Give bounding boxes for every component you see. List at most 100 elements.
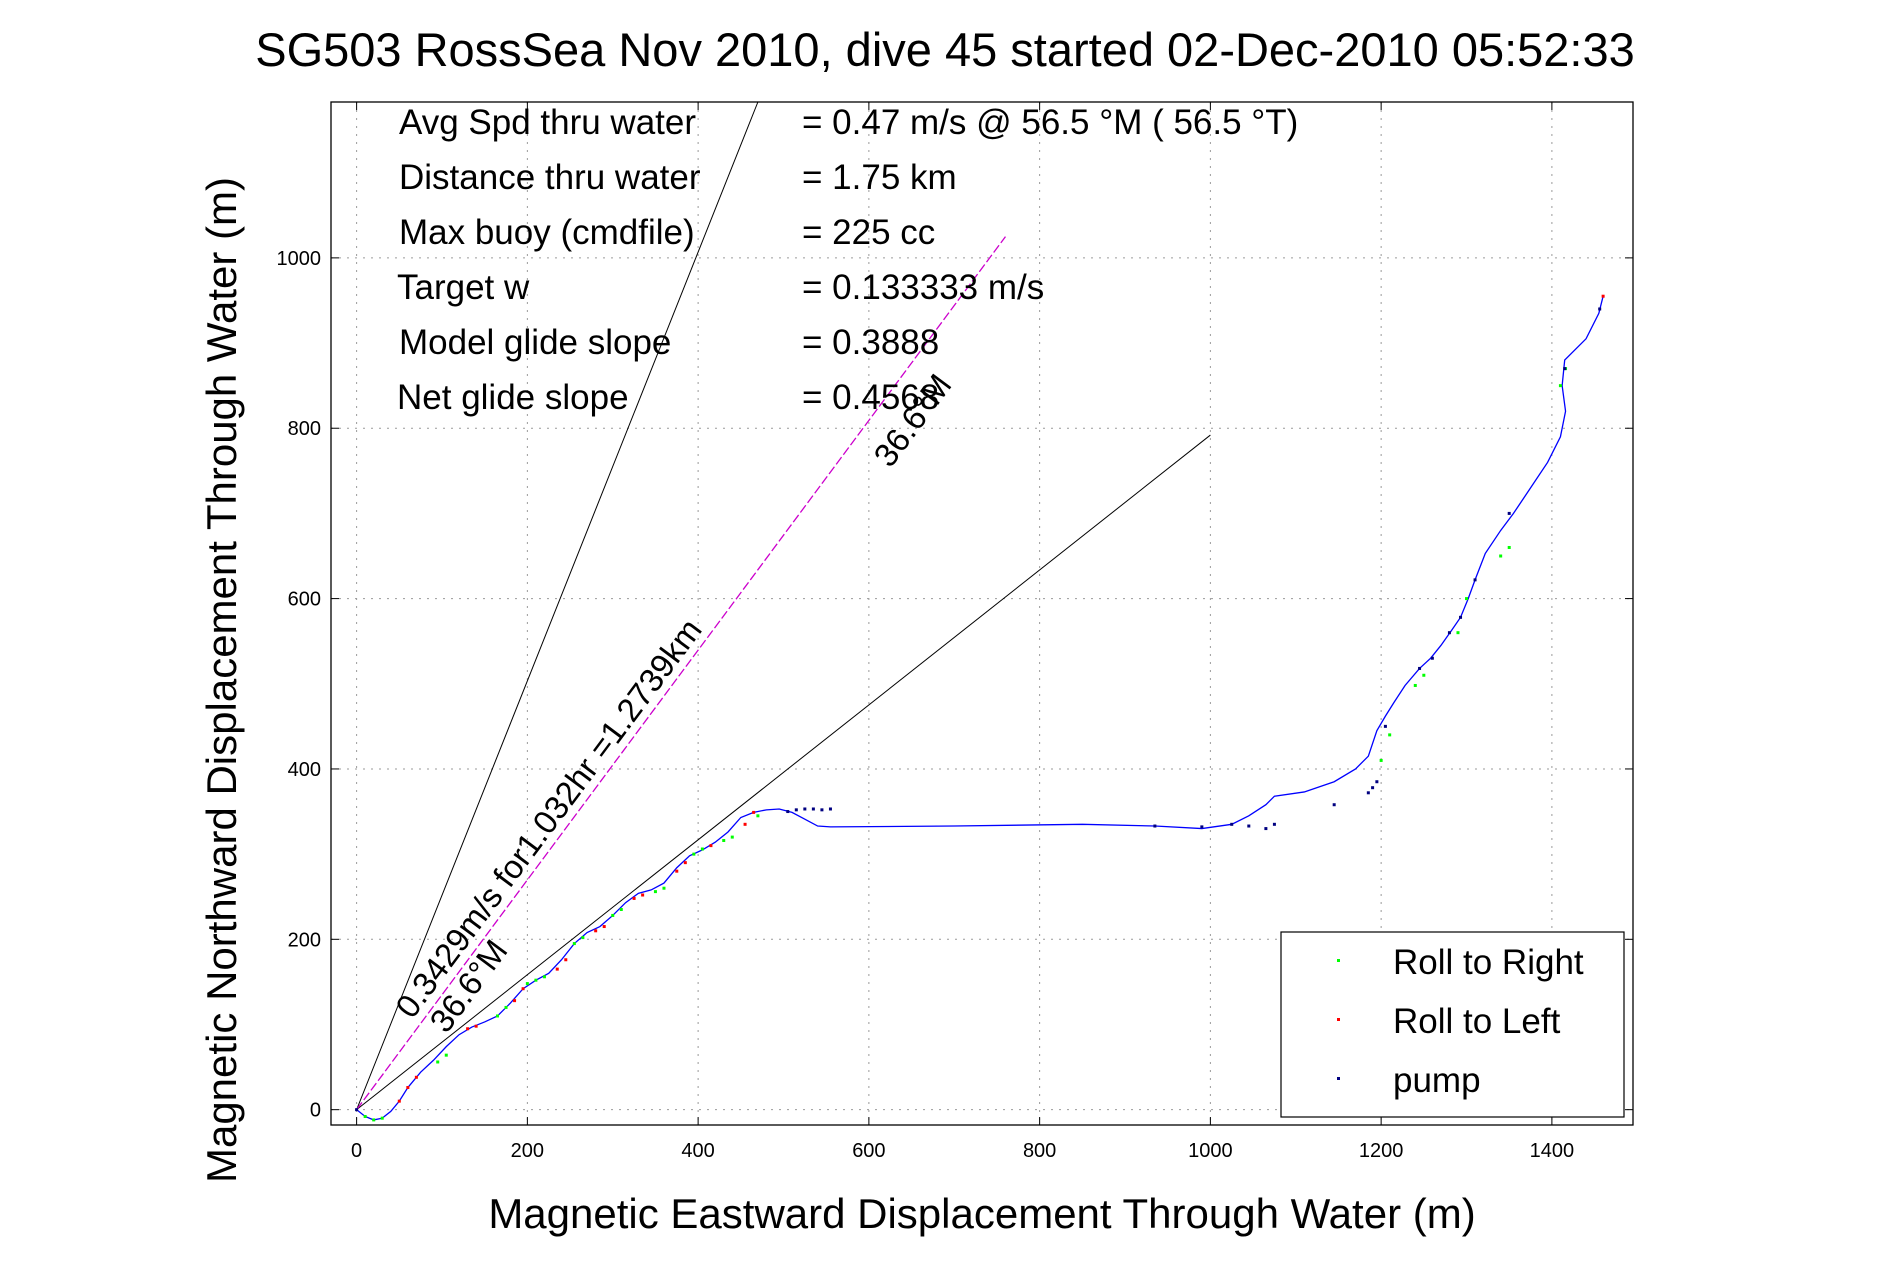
stat-value: = 0.3888 bbox=[802, 323, 939, 362]
roll-to-left-markers bbox=[397, 294, 1605, 1103]
roll-to-left-point bbox=[406, 1086, 410, 1090]
roll-to-right-point bbox=[572, 942, 576, 946]
roll-to-right-point bbox=[363, 1114, 367, 1118]
roll-to-right-point bbox=[1422, 673, 1426, 677]
roll-to-left-point bbox=[602, 925, 606, 929]
legend: Roll to Right Roll to Left pump bbox=[1280, 931, 1625, 1118]
stat-label: Avg Spd thru water bbox=[399, 103, 696, 142]
roll-to-left-point bbox=[709, 844, 713, 848]
x-tick-label: 0 bbox=[351, 1140, 362, 1162]
y-tick-label: 0 bbox=[310, 1100, 321, 1122]
roll-to-right-point bbox=[611, 913, 615, 917]
x-tick-label: 1400 bbox=[1530, 1140, 1575, 1162]
y-tick-label: 600 bbox=[288, 589, 321, 611]
x-tick-label: 400 bbox=[681, 1140, 714, 1162]
roll-to-left-point bbox=[1601, 294, 1605, 298]
stat-value: = 225 cc bbox=[802, 213, 935, 252]
grid bbox=[331, 102, 1633, 1125]
stat-label: Max buoy (cmdfile) bbox=[399, 213, 695, 252]
stats-panel: Avg Spd thru water = 0.47 m/s @ 56.5 °M (… bbox=[397, 103, 1298, 417]
roll-to-left-point bbox=[555, 967, 559, 971]
roll-to-right-point bbox=[730, 835, 734, 839]
pump-point bbox=[355, 1108, 359, 1112]
legend-box bbox=[1280, 931, 1625, 1118]
pump-point bbox=[794, 808, 798, 812]
y-tick-label: 800 bbox=[288, 418, 321, 440]
reference-lines bbox=[356, 101, 1211, 1111]
roll-to-left-point bbox=[564, 958, 568, 962]
pump-point bbox=[1200, 825, 1204, 829]
pump-point bbox=[1247, 824, 1251, 828]
roll-to-right-point bbox=[1456, 631, 1460, 635]
pump-point bbox=[1473, 578, 1477, 582]
pump-point bbox=[1598, 307, 1602, 311]
legend-label-roll-to-right: Roll to Right bbox=[1393, 943, 1584, 982]
pump-point bbox=[1375, 780, 1379, 784]
pump-point bbox=[811, 807, 815, 811]
y-tick-label: 400 bbox=[288, 759, 321, 781]
pump-point bbox=[1383, 724, 1387, 728]
roll-to-right-point bbox=[444, 1053, 448, 1057]
roll-to-left-point bbox=[641, 893, 645, 897]
roll-to-right-point bbox=[495, 1014, 499, 1018]
roll-to-left-point bbox=[414, 1075, 418, 1079]
roll-to-right-point bbox=[504, 1005, 508, 1009]
stat-value: = 0.4568 bbox=[802, 378, 939, 417]
pump-point bbox=[1153, 824, 1157, 828]
legend-marker-roll-to-left bbox=[1337, 1018, 1340, 1021]
stat-label: Target w bbox=[397, 268, 530, 307]
legend-marker-roll-to-right bbox=[1337, 959, 1340, 962]
pump-point bbox=[1430, 656, 1434, 660]
pump-point bbox=[1230, 822, 1234, 826]
pump-point bbox=[786, 810, 790, 814]
stat-value: = 0.133333 m/s bbox=[802, 268, 1044, 307]
x-axis-label: Magnetic Eastward Displacement Through W… bbox=[488, 1190, 1475, 1237]
chart-title: SG503 RossSea Nov 2010, dive 45 started … bbox=[255, 23, 1635, 76]
roll-to-right-markers bbox=[363, 367, 1568, 1122]
roll-to-right-point bbox=[692, 852, 696, 856]
pump-point bbox=[1447, 631, 1451, 635]
y-tick-label: 200 bbox=[288, 929, 321, 951]
roll-to-right-point bbox=[756, 814, 760, 818]
roll-to-right-point bbox=[1413, 683, 1417, 687]
track-layer bbox=[356, 296, 1604, 1121]
pump-point bbox=[1459, 615, 1463, 619]
stat-value: = 0.47 m/s @ 56.5 °M ( 56.5 °T) bbox=[802, 103, 1298, 142]
roll-to-left-point bbox=[397, 1099, 401, 1103]
roll-to-right-point bbox=[1558, 384, 1562, 388]
roll-to-right-point bbox=[372, 1118, 376, 1122]
pump-point bbox=[1371, 786, 1375, 790]
pump-point bbox=[1366, 791, 1370, 795]
plot-frame bbox=[330, 101, 1634, 1126]
roll-to-left-point bbox=[513, 999, 517, 1003]
roll-to-left-point bbox=[632, 896, 636, 900]
pump-point bbox=[1272, 822, 1276, 826]
y-axis-label: Magnetic Northward Displacement Through … bbox=[198, 177, 245, 1183]
roll-to-right-point bbox=[1388, 733, 1392, 737]
roll-to-right-point bbox=[1507, 545, 1511, 549]
roll-to-right-point bbox=[534, 978, 538, 982]
x-tick-label: 1000 bbox=[1188, 1140, 1233, 1162]
roll-to-left-point bbox=[675, 869, 679, 873]
roll-to-right-point bbox=[700, 847, 704, 851]
course-line-line bbox=[356, 236, 1007, 1111]
pump-point bbox=[828, 807, 832, 811]
stat-label: Net glide slope bbox=[397, 378, 629, 417]
roll-to-left-point bbox=[743, 822, 747, 826]
pump-point bbox=[1563, 367, 1567, 371]
roll-to-right-point bbox=[619, 907, 623, 911]
roll-to-right-point bbox=[525, 982, 529, 986]
legend-label-roll-to-left: Roll to Left bbox=[1393, 1002, 1561, 1041]
pump-point bbox=[1264, 827, 1268, 831]
roll-to-left-point bbox=[683, 861, 687, 865]
lower-bound-line bbox=[356, 434, 1211, 1111]
roll-to-right-point bbox=[722, 839, 726, 843]
pump-point bbox=[1418, 666, 1422, 670]
x-tick-label: 200 bbox=[511, 1140, 544, 1162]
y-tick-label: 1000 bbox=[277, 248, 322, 270]
roll-to-right-point bbox=[653, 890, 657, 894]
roll-to-left-point bbox=[521, 987, 525, 991]
pump-point bbox=[820, 808, 824, 812]
roll-to-right-point bbox=[1379, 758, 1383, 762]
roll-to-right-point bbox=[436, 1060, 440, 1064]
